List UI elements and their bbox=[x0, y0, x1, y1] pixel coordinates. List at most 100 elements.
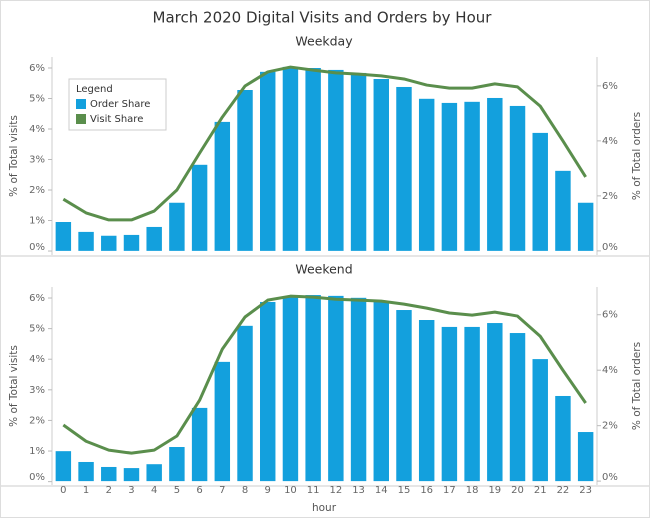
bar bbox=[418, 98, 435, 251]
bar bbox=[396, 86, 412, 251]
legend-swatch bbox=[76, 99, 86, 109]
bar bbox=[55, 451, 72, 482]
y-tick-label: 0% bbox=[29, 472, 45, 483]
y-axis-title: % of Total visits bbox=[8, 115, 20, 197]
bar bbox=[123, 234, 140, 251]
line bbox=[62, 294, 587, 455]
bar bbox=[350, 72, 367, 251]
bar bbox=[191, 164, 208, 251]
bar bbox=[555, 170, 571, 251]
bar bbox=[260, 301, 276, 482]
y-tick-label: 0% bbox=[29, 242, 45, 253]
x-tick-label: 5 bbox=[174, 485, 180, 496]
x-tick-label: 0 bbox=[60, 485, 66, 496]
y-tick-label: 5% bbox=[29, 324, 45, 335]
x-tick-label: 17 bbox=[443, 485, 456, 496]
bar bbox=[396, 310, 412, 482]
bar bbox=[169, 447, 185, 482]
y-tick-label: 2% bbox=[29, 415, 45, 426]
x-tick-label: 11 bbox=[307, 485, 320, 496]
bar bbox=[532, 132, 548, 251]
bar bbox=[55, 222, 72, 251]
y-tick-label: 3% bbox=[29, 155, 45, 166]
bar bbox=[577, 432, 594, 482]
legend-label: Visit Share bbox=[90, 114, 143, 125]
bar bbox=[282, 296, 299, 482]
bar bbox=[282, 66, 299, 251]
bar bbox=[101, 235, 117, 251]
bar bbox=[146, 226, 162, 251]
y2-tick-label: 6% bbox=[602, 310, 618, 321]
bar bbox=[237, 90, 253, 251]
bar bbox=[487, 97, 503, 251]
bar bbox=[214, 361, 231, 482]
x-tick-label: 12 bbox=[329, 485, 342, 496]
x-tick-label: 4 bbox=[151, 485, 157, 496]
x-tick-label: 14 bbox=[375, 485, 388, 496]
x-tick-label: 22 bbox=[557, 485, 570, 496]
bar bbox=[373, 79, 389, 251]
x-tick-label: 6 bbox=[196, 485, 202, 496]
bar bbox=[123, 468, 140, 482]
x-tick-label: 20 bbox=[511, 485, 524, 496]
y2-tick-label: 4% bbox=[602, 136, 618, 147]
y2-tick-label: 2% bbox=[602, 191, 618, 202]
legend-label: Order Share bbox=[90, 99, 150, 110]
y2-axis-title: % of Total orders bbox=[631, 342, 643, 430]
bar bbox=[260, 71, 276, 251]
y-tick-label: 5% bbox=[29, 93, 45, 104]
bar bbox=[577, 202, 594, 251]
x-tick-label: 7 bbox=[219, 485, 225, 496]
y-tick-label: 1% bbox=[29, 446, 45, 457]
x-tick-label: 16 bbox=[420, 485, 433, 496]
bar bbox=[305, 295, 321, 482]
line bbox=[62, 65, 587, 222]
y2-tick-label: 4% bbox=[602, 365, 618, 376]
bar bbox=[441, 326, 458, 482]
legend-swatch bbox=[76, 114, 86, 124]
y-tick-label: 1% bbox=[29, 216, 45, 227]
bar bbox=[532, 359, 548, 482]
x-tick-label: 10 bbox=[284, 485, 297, 496]
y2-tick-label: 0% bbox=[602, 242, 618, 253]
bar bbox=[305, 68, 321, 251]
bar bbox=[555, 395, 571, 482]
x-tick-label: 23 bbox=[579, 485, 592, 496]
panel-title: Weekday bbox=[295, 34, 353, 49]
bar bbox=[350, 297, 367, 482]
bar bbox=[487, 323, 503, 482]
bar bbox=[509, 105, 526, 251]
y2-axis-title: % of Total orders bbox=[631, 112, 643, 200]
x-tick-label: 2 bbox=[106, 485, 112, 496]
x-tick-label: 8 bbox=[242, 485, 248, 496]
legend: Legend Order Share Visit Share bbox=[68, 78, 167, 131]
y2-tick-label: 0% bbox=[602, 472, 618, 483]
x-tick-label: 3 bbox=[128, 485, 134, 496]
y-tick-label: 6% bbox=[29, 63, 45, 74]
y-axis-title: % of Total visits bbox=[8, 345, 20, 427]
legend-title: Legend bbox=[76, 84, 113, 95]
y-tick-label: 4% bbox=[29, 354, 45, 365]
x-tick-label: 15 bbox=[398, 485, 411, 496]
bar bbox=[169, 202, 185, 251]
bar bbox=[237, 325, 253, 482]
x-tick-label: 19 bbox=[488, 485, 501, 496]
y2-tick-label: 6% bbox=[602, 81, 618, 92]
y-tick-label: 4% bbox=[29, 124, 45, 135]
x-tick-label: 13 bbox=[352, 485, 365, 496]
bar bbox=[464, 101, 480, 251]
bar bbox=[328, 295, 344, 482]
bar bbox=[328, 69, 344, 251]
y-tick-label: 6% bbox=[29, 293, 45, 304]
x-tick-label: 21 bbox=[534, 485, 547, 496]
bar bbox=[509, 333, 526, 482]
bar bbox=[78, 231, 94, 251]
panel-title: Weekend bbox=[295, 262, 352, 277]
bar bbox=[441, 102, 458, 251]
bar bbox=[78, 461, 94, 482]
bar bbox=[146, 464, 162, 482]
x-tick-label: 18 bbox=[466, 485, 479, 496]
y-tick-label: 3% bbox=[29, 385, 45, 396]
